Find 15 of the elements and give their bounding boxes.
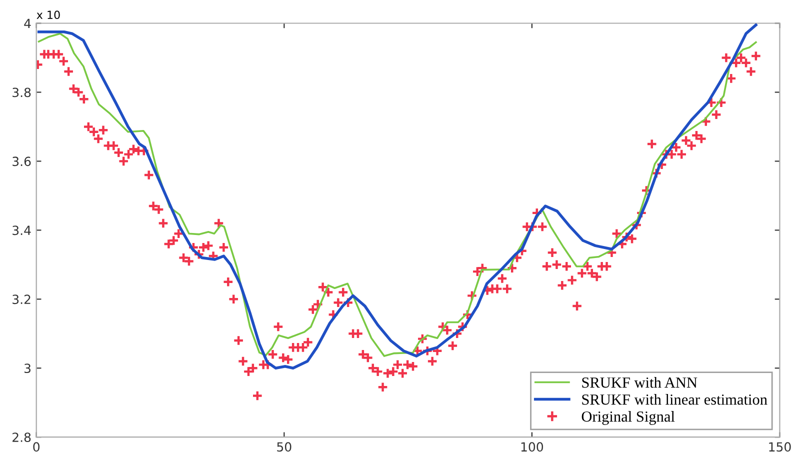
x-tick-label: 100	[521, 442, 544, 452]
y-tick-label: 4	[24, 18, 31, 28]
y-tick-label: 2.8	[12, 432, 31, 442]
legend-label: SRUKF with linear estimation	[582, 394, 768, 405]
x-tick-label: 50	[277, 442, 292, 452]
y-tick-label: 3	[24, 364, 30, 374]
legend-label: Original Signal	[582, 410, 675, 425]
y-tick-label: 3.4	[12, 226, 31, 236]
legend-label: SRUKF with ANN	[582, 376, 698, 388]
y-tick-label: 3.6	[12, 156, 31, 166]
y-tick-label: 3.8	[12, 88, 31, 98]
x-tick-label: 150	[769, 442, 791, 452]
text: x 10	[36, 10, 60, 20]
x-tick-label: 0	[33, 442, 40, 452]
y-tick-label: 3.2	[12, 294, 30, 304]
